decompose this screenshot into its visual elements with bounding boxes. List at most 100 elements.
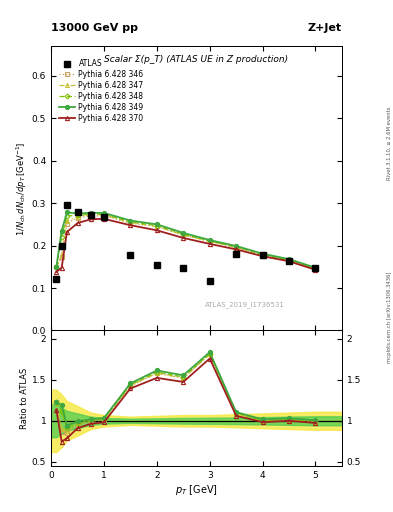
Pythia 6.428 348 (208, 238, 212, 244)
Pythia 6.428 349 (260, 250, 265, 257)
ATLAS (128, 252, 133, 258)
Pythia 6.428 370 (286, 258, 291, 264)
Pythia 6.428 347 (75, 214, 80, 220)
Pythia 6.428 347 (208, 238, 212, 244)
Pythia 6.428 346 (208, 238, 212, 244)
Pythia 6.428 349 (154, 221, 159, 227)
ATLAS (181, 265, 185, 271)
Line: Pythia 6.428 346: Pythia 6.428 346 (55, 214, 318, 271)
Pythia 6.428 348 (154, 223, 159, 229)
Pythia 6.428 348 (64, 213, 69, 219)
Pythia 6.428 349 (181, 230, 185, 236)
Y-axis label: $1/N_\mathrm{ch}\,dN_\mathrm{ch}/dp_T\,[\mathrm{GeV}^{-1}]$: $1/N_\mathrm{ch}\,dN_\mathrm{ch}/dp_T\,[… (15, 141, 29, 236)
Pythia 6.428 349 (286, 256, 291, 262)
ATLAS (208, 278, 212, 284)
Pythia 6.428 346 (234, 245, 239, 251)
Pythia 6.428 346 (128, 220, 133, 226)
Pythia 6.428 348 (102, 211, 107, 217)
Pythia 6.428 346 (54, 264, 59, 270)
Text: Rivet 3.1.10, ≥ 2.6M events: Rivet 3.1.10, ≥ 2.6M events (387, 106, 392, 180)
Pythia 6.428 346 (59, 254, 64, 261)
Pythia 6.428 349 (75, 210, 80, 217)
Pythia 6.428 370 (260, 253, 265, 259)
Pythia 6.428 370 (59, 265, 64, 271)
Pythia 6.428 347 (260, 252, 265, 258)
Pythia 6.428 348 (234, 244, 239, 250)
Pythia 6.428 348 (260, 251, 265, 258)
Pythia 6.428 348 (181, 231, 185, 237)
ATLAS (286, 258, 291, 264)
Pythia 6.428 347 (128, 220, 133, 226)
Pythia 6.428 346 (64, 221, 69, 227)
ATLAS (64, 202, 69, 208)
Line: Pythia 6.428 349: Pythia 6.428 349 (54, 210, 318, 270)
Pythia 6.428 346 (75, 215, 80, 221)
Line: Pythia 6.428 347: Pythia 6.428 347 (55, 212, 318, 271)
Pythia 6.428 370 (102, 216, 107, 222)
Pythia 6.428 349 (59, 228, 64, 234)
Pythia 6.428 349 (88, 210, 93, 216)
Pythia 6.428 348 (88, 211, 93, 217)
ATLAS (154, 262, 159, 268)
Pythia 6.428 347 (59, 252, 64, 258)
Text: Z+Jet: Z+Jet (308, 23, 342, 33)
Pythia 6.428 347 (181, 232, 185, 238)
Pythia 6.428 346 (286, 258, 291, 264)
Pythia 6.428 346 (260, 252, 265, 258)
Pythia 6.428 370 (208, 241, 212, 247)
ATLAS (54, 275, 59, 282)
Pythia 6.428 370 (234, 246, 239, 252)
ATLAS (313, 265, 318, 271)
Pythia 6.428 346 (102, 213, 107, 219)
Pythia 6.428 347 (102, 211, 107, 218)
X-axis label: $p_T$ [GeV]: $p_T$ [GeV] (175, 482, 218, 497)
Pythia 6.428 347 (286, 258, 291, 264)
Legend: ATLAS, Pythia 6.428 346, Pythia 6.428 347, Pythia 6.428 348, Pythia 6.428 349, P: ATLAS, Pythia 6.428 346, Pythia 6.428 34… (58, 58, 144, 123)
Y-axis label: Ratio to ATLAS: Ratio to ATLAS (20, 368, 29, 429)
Pythia 6.428 370 (181, 235, 185, 241)
ATLAS (260, 252, 265, 258)
Pythia 6.428 349 (102, 210, 107, 216)
Pythia 6.428 347 (54, 264, 59, 270)
Pythia 6.428 349 (313, 265, 318, 271)
Pythia 6.428 370 (128, 222, 133, 228)
ATLAS (75, 209, 80, 216)
Pythia 6.428 348 (286, 257, 291, 263)
Pythia 6.428 348 (128, 219, 133, 225)
Pythia 6.428 346 (154, 223, 159, 229)
Pythia 6.428 349 (234, 243, 239, 249)
Pythia 6.428 349 (208, 237, 212, 243)
Pythia 6.428 348 (59, 234, 64, 240)
Pythia 6.428 370 (75, 220, 80, 226)
Pythia 6.428 370 (154, 227, 159, 233)
Text: mcplots.cern.ch [arXiv:1306.3436]: mcplots.cern.ch [arXiv:1306.3436] (387, 272, 392, 363)
Pythia 6.428 347 (234, 244, 239, 250)
Pythia 6.428 347 (313, 266, 318, 272)
Pythia 6.428 348 (313, 265, 318, 271)
Pythia 6.428 347 (64, 218, 69, 224)
Pythia 6.428 346 (313, 266, 318, 272)
Text: 13000 GeV pp: 13000 GeV pp (51, 23, 138, 33)
Pythia 6.428 346 (181, 232, 185, 238)
Pythia 6.428 370 (54, 269, 59, 275)
Line: Pythia 6.428 370: Pythia 6.428 370 (54, 217, 318, 274)
Pythia 6.428 348 (75, 212, 80, 219)
Text: ATLAS_2019_I1736531: ATLAS_2019_I1736531 (205, 301, 285, 308)
Text: Scalar Σ(p_T) (ATLAS UE in Z production): Scalar Σ(p_T) (ATLAS UE in Z production) (105, 55, 288, 63)
Pythia 6.428 349 (128, 218, 133, 224)
Pythia 6.428 370 (88, 216, 93, 222)
Line: Pythia 6.428 348: Pythia 6.428 348 (55, 212, 317, 270)
Pythia 6.428 347 (88, 211, 93, 218)
Pythia 6.428 349 (54, 264, 59, 270)
ATLAS (88, 212, 93, 218)
Pythia 6.428 346 (88, 213, 93, 219)
Pythia 6.428 349 (64, 209, 69, 216)
ATLAS (59, 243, 64, 249)
Pythia 6.428 347 (154, 223, 159, 229)
Pythia 6.428 370 (64, 229, 69, 235)
ATLAS (234, 251, 239, 257)
Pythia 6.428 370 (313, 267, 318, 273)
Line: ATLAS: ATLAS (53, 202, 318, 284)
Pythia 6.428 348 (54, 264, 59, 270)
ATLAS (102, 214, 107, 220)
